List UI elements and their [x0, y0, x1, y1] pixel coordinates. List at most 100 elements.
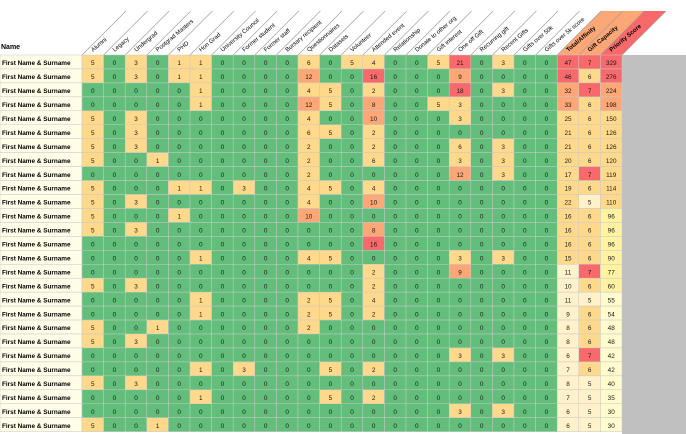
- cell-value: 4: [307, 88, 311, 95]
- data-cell[interactable]: [600, 417, 623, 432]
- cell-value: 1: [156, 158, 160, 165]
- cell-value: 5: [91, 228, 95, 235]
- cell-value: 2: [307, 311, 311, 318]
- cell-value: 90: [608, 255, 616, 262]
- cell-value: 0: [350, 74, 354, 81]
- cell-value: 5: [91, 325, 95, 332]
- cell-value: 0: [156, 130, 160, 137]
- cell-value: 0: [501, 339, 505, 346]
- cell-value: 0: [329, 381, 333, 388]
- cell-value: 3: [501, 60, 505, 67]
- cell-value: 8: [566, 381, 570, 388]
- cell-value: 0: [480, 325, 484, 332]
- cell-value: 1: [177, 186, 181, 193]
- cell-value: 5: [588, 395, 592, 402]
- cell-value: 0: [501, 325, 505, 332]
- cell-value: 7: [566, 367, 570, 374]
- cell-value: 0: [545, 367, 549, 374]
- cell-value: 3: [242, 186, 246, 193]
- cell-value: 0: [372, 353, 376, 360]
- cell-value: 0: [415, 228, 419, 235]
- cell-value: 0: [134, 214, 138, 221]
- cell-value: 0: [501, 423, 505, 430]
- cell-value: 0: [221, 255, 225, 262]
- cell-value: 11: [565, 297, 572, 304]
- cell-value: 5: [329, 297, 333, 304]
- cell-value: 0: [437, 381, 441, 388]
- cell-value: 0: [177, 102, 181, 109]
- row-name-label: First Name & Surname: [2, 200, 71, 207]
- cell-value: 0: [156, 409, 160, 416]
- cell-value: 0: [113, 74, 117, 81]
- cell-value: 33: [564, 102, 572, 109]
- cell-value: 0: [242, 102, 246, 109]
- cell-value: 15: [564, 255, 572, 262]
- cell-value: 0: [501, 367, 505, 374]
- table-row: First Name & Surname 5 0 3 0 0 0 0 0 0 0 0 0 0 0 0 0 0 0 0 0…: [0, 333, 623, 349]
- cell-value: 0: [415, 325, 419, 332]
- cell-value: 7: [566, 395, 570, 402]
- cell-value: 126: [606, 130, 617, 137]
- cell-value: 0: [545, 172, 549, 179]
- row-name-label: First Name & Surname: [2, 311, 71, 318]
- table-row: First Name & Surname 0 0 0 0 0 1 0 3 0 0 0 5 0 2 0 0 0 0 0 0…: [0, 361, 623, 377]
- cell-value: 0: [307, 395, 311, 402]
- cell-value: 32: [564, 88, 572, 95]
- cell-value: 0: [264, 395, 268, 402]
- cell-value: 0: [415, 186, 419, 193]
- cell-value: 0: [545, 395, 549, 402]
- cell-value: 0: [393, 283, 397, 290]
- cell-value: 0: [480, 255, 484, 262]
- cell-value: 0: [91, 297, 95, 304]
- cell-value: 0: [113, 297, 117, 304]
- cell-value: 96: [608, 242, 616, 249]
- cell-value: 25: [564, 116, 572, 123]
- cell-value: 0: [393, 74, 397, 81]
- cell-value: 0: [285, 242, 289, 249]
- cell-value: 0: [134, 325, 138, 332]
- cell-value: 0: [545, 311, 549, 318]
- cell-value: 2: [372, 395, 376, 402]
- cell-value: 0: [458, 339, 462, 346]
- cell-value: 0: [415, 395, 419, 402]
- cell-value: 0: [393, 269, 397, 276]
- cell-value: 6: [588, 214, 592, 221]
- cell-value: 0: [372, 409, 376, 416]
- column-header-divider: [600, 10, 645, 56]
- cell-value: 0: [91, 255, 95, 262]
- cell-value: 6: [588, 130, 592, 137]
- row-name-label: First Name & Surname: [2, 144, 71, 151]
- cell-value: 0: [523, 60, 527, 67]
- cell-value: 0: [480, 88, 484, 95]
- cell-value: 5: [329, 367, 333, 374]
- cell-value: 0: [221, 172, 225, 179]
- cell-value: 0: [480, 297, 484, 304]
- cell-value: 0: [545, 297, 549, 304]
- cell-value: 0: [437, 200, 441, 207]
- cell-value: 0: [242, 381, 246, 388]
- cell-value: 0: [134, 353, 138, 360]
- cell-value: 0: [437, 353, 441, 360]
- cell-value: 0: [393, 381, 397, 388]
- cell-value: 0: [242, 60, 246, 67]
- cell-value: 0: [199, 339, 203, 346]
- cell-value: 0: [329, 172, 333, 179]
- cell-value: 0: [329, 339, 333, 346]
- cell-value: 0: [437, 339, 441, 346]
- cell-value: 0: [307, 367, 311, 374]
- cell-value: 0: [242, 88, 246, 95]
- cell-value: 0: [285, 200, 289, 207]
- cell-value: 0: [437, 269, 441, 276]
- cell-value: 0: [437, 130, 441, 137]
- cell-value: 3: [458, 116, 462, 123]
- cell-value: 0: [480, 242, 484, 249]
- cell-value: 0: [350, 269, 354, 276]
- cell-value: 0: [134, 172, 138, 179]
- cell-value: 6: [588, 311, 592, 318]
- cell-value: 0: [113, 423, 117, 430]
- cell-value: 0: [393, 297, 397, 304]
- cell-value: 42: [608, 353, 616, 360]
- spreadsheet-body: First Name & Surname 5 0 3 0 1 1 0 0 0 0 6 0 5 4 0 0 5 21 0…: [0, 54, 623, 432]
- cell-value: 1: [156, 423, 160, 430]
- cell-value: 12: [305, 102, 313, 109]
